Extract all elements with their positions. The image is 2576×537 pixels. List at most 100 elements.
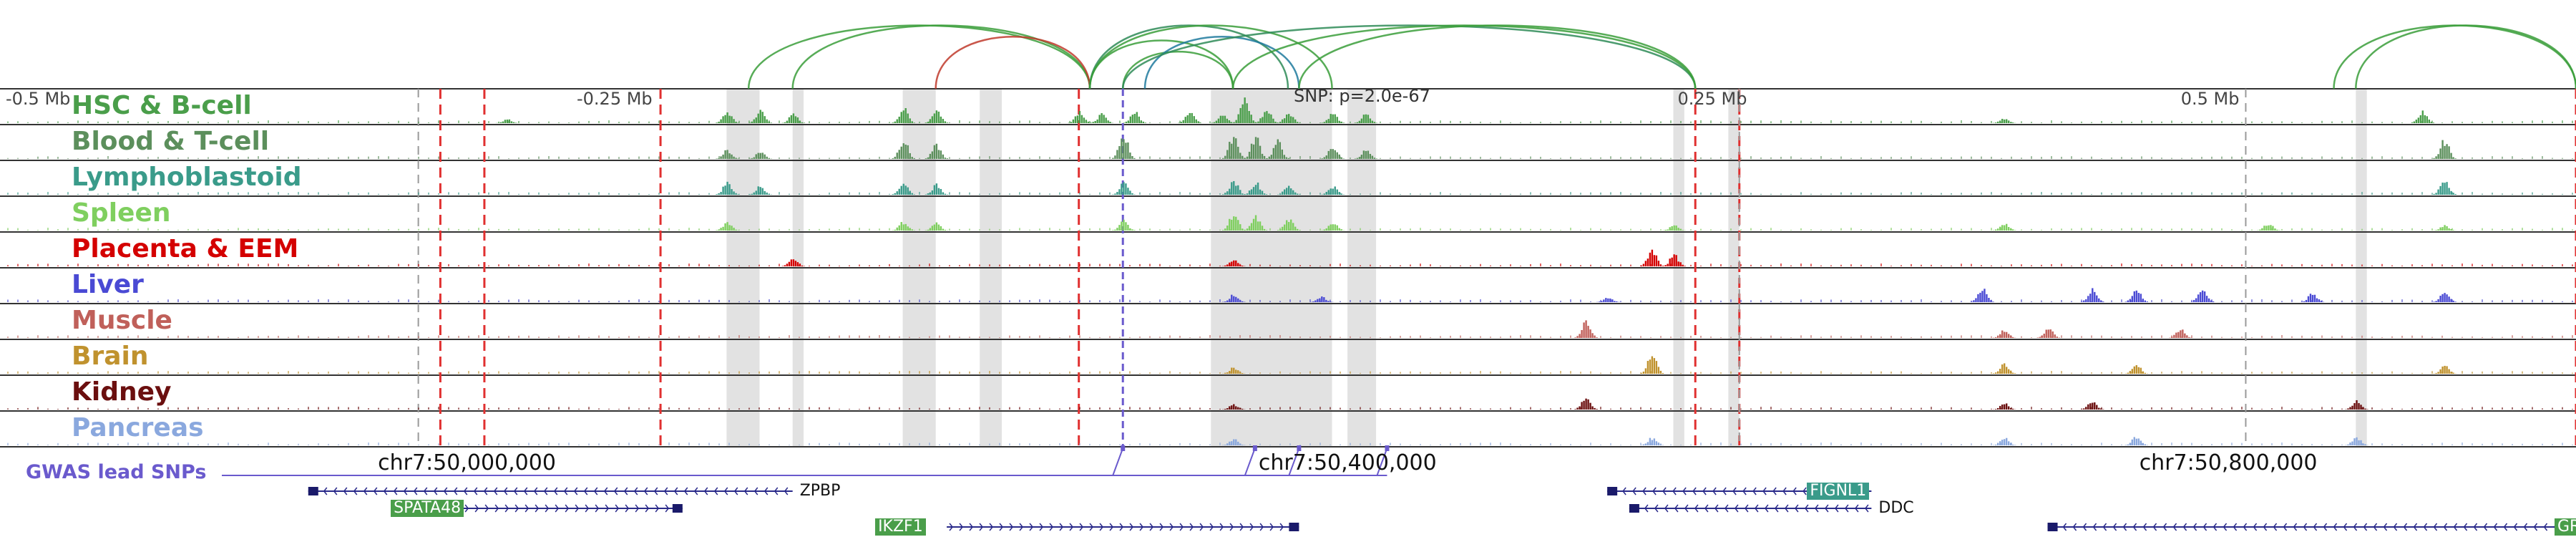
signal-noise-bar xyxy=(57,193,59,195)
signal-peak-bar xyxy=(894,193,896,195)
signal-noise-bar xyxy=(1109,192,1111,195)
signal-noise-bar xyxy=(2071,301,2072,302)
signal-peak-bar xyxy=(1609,298,1611,302)
signal-noise-bar xyxy=(1730,158,1732,159)
signal-noise-bar xyxy=(1490,158,1491,159)
signal-noise-bar xyxy=(2401,372,2403,374)
signal-noise-bar xyxy=(137,158,139,159)
signal-noise-bar xyxy=(2361,192,2363,195)
signal-peak-bar xyxy=(716,122,718,123)
signal-peak-bar xyxy=(1646,258,1649,266)
signal-noise-bar xyxy=(2411,372,2413,374)
signal-noise-bar xyxy=(1820,229,1822,231)
signal-peak-bar xyxy=(1213,122,1216,123)
signal-peak-bar xyxy=(2182,329,2184,338)
signal-noise-bar xyxy=(708,120,710,123)
signal-noise-bar xyxy=(859,228,860,231)
gene-strand-arrow xyxy=(1039,523,1044,531)
signal-noise-bar xyxy=(218,372,219,374)
signal-peak-bar xyxy=(1125,183,1127,195)
signal-noise-bar xyxy=(1610,229,1611,231)
signal-noise-bar xyxy=(2401,122,2403,123)
signal-noise-bar xyxy=(208,229,209,231)
signal-peak-bar xyxy=(1222,194,1224,195)
signal-noise-bar xyxy=(1560,263,1561,266)
signal-noise-bar xyxy=(748,372,750,374)
signal-noise-bar xyxy=(1620,192,1621,195)
signal-noise-bar xyxy=(77,120,79,123)
signal-noise-bar xyxy=(2532,264,2533,266)
signal-noise-bar xyxy=(1650,228,1652,231)
signal-noise-bar xyxy=(1269,301,1271,302)
signal-noise-bar xyxy=(1299,407,1301,410)
signal-noise-bar xyxy=(378,156,379,159)
signal-noise-bar xyxy=(718,156,720,159)
signal-peak-bar xyxy=(1239,372,1241,374)
signal-noise-bar xyxy=(1770,121,1772,123)
signal-noise-bar xyxy=(799,371,800,374)
signal-peak-bar xyxy=(2177,332,2180,338)
signal-peak-bar xyxy=(1235,138,1237,159)
signal-noise-bar xyxy=(789,193,790,195)
signal-noise-bar xyxy=(2512,265,2513,266)
signal-noise-bar xyxy=(448,228,449,231)
signal-noise-bar xyxy=(2441,264,2443,266)
signal-noise-bar xyxy=(1390,372,1391,374)
signal-peak-bar xyxy=(907,187,909,195)
signal-noise-bar xyxy=(668,121,670,123)
signal-noise-bar xyxy=(1580,193,1581,195)
gene-strand-arrow xyxy=(1764,504,1769,513)
signal-noise-bar xyxy=(328,158,329,159)
signal-noise-bar xyxy=(77,372,79,374)
signal-noise-bar xyxy=(1860,442,1862,445)
signal-noise-bar xyxy=(548,337,550,338)
signal-peak-bar xyxy=(1237,407,1239,410)
signal-noise-bar xyxy=(1750,372,1752,374)
signal-noise-bar xyxy=(688,371,690,374)
signal-peak-bar xyxy=(1579,406,1581,410)
signal-noise-bar xyxy=(478,122,479,123)
signal-noise-bar xyxy=(1830,372,1832,374)
signal-peak-bar xyxy=(2144,444,2147,445)
signal-peak-bar xyxy=(2131,439,2134,445)
signal-peak-bar xyxy=(1342,122,1345,123)
signal-noise-bar xyxy=(2221,228,2223,231)
signal-noise-bar xyxy=(1620,335,1621,338)
signal-noise-bar xyxy=(1009,300,1010,302)
signal-noise-bar xyxy=(1099,407,1101,410)
signal-noise-bar xyxy=(1640,442,1641,445)
signal-peak-bar xyxy=(1279,193,1282,195)
signal-noise-bar xyxy=(1860,335,1862,338)
signal-noise-bar xyxy=(949,228,950,231)
signal-noise-bar xyxy=(1039,299,1040,302)
signal-peak-bar xyxy=(763,190,766,195)
gene-strand-arrow xyxy=(1712,487,1717,495)
signal-noise-bar xyxy=(618,442,620,445)
gene-strand-arrow xyxy=(535,504,540,513)
gene-strand-arrow xyxy=(1159,523,1164,531)
signal-noise-bar xyxy=(1981,156,1982,159)
signal-noise-bar xyxy=(37,407,39,410)
signal-peak-bar xyxy=(1362,150,1365,159)
gene-strand-arrow xyxy=(1109,523,1114,531)
signal-noise-bar xyxy=(1600,192,1601,195)
signal-noise-bar xyxy=(849,408,850,410)
signal-noise-bar xyxy=(1420,228,1421,231)
signal-noise-bar xyxy=(157,229,159,231)
signal-noise-bar xyxy=(2271,157,2273,159)
signal-noise-bar xyxy=(137,443,139,445)
signal-noise-bar xyxy=(1620,301,1621,302)
signal-noise-bar xyxy=(177,407,179,410)
signal-noise-bar xyxy=(2211,263,2212,266)
signal-noise-bar xyxy=(1380,337,1381,338)
signal-noise-bar xyxy=(298,335,299,338)
signal-noise-bar xyxy=(2502,337,2503,338)
signal-noise-bar xyxy=(288,229,289,231)
signal-noise-bar xyxy=(408,407,409,410)
signal-peak-bar xyxy=(1112,158,1114,159)
chromatin-loop-arc xyxy=(2355,24,2576,90)
signal-noise-bar xyxy=(618,263,620,266)
signal-peak-bar xyxy=(2433,193,2435,195)
signal-noise-bar xyxy=(508,336,509,338)
signal-noise-bar xyxy=(1630,299,1631,302)
